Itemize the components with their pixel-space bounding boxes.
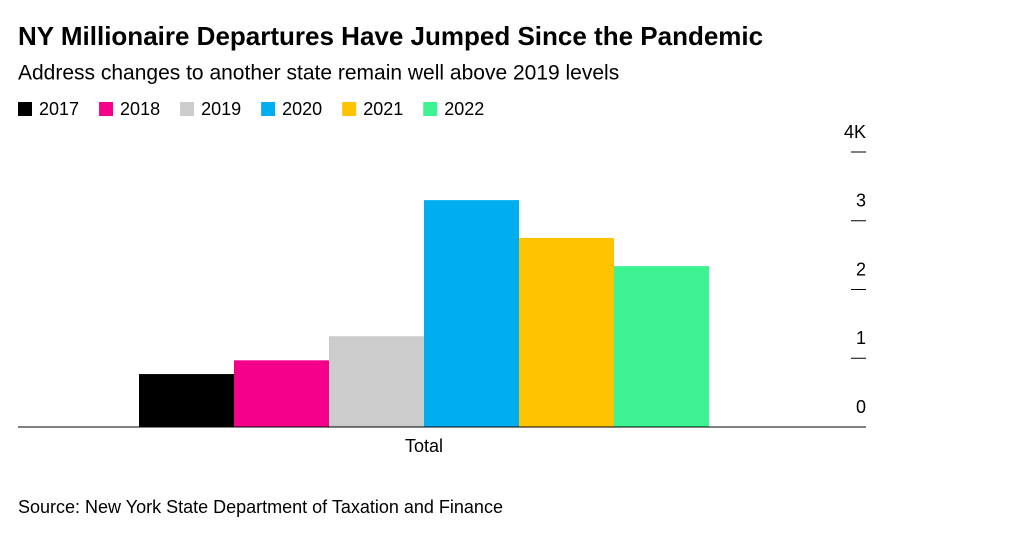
source: Source: New York State Department of Tax… xyxy=(18,497,503,517)
y-tick-label: 1 xyxy=(856,328,866,348)
legend-label: 2022 xyxy=(444,99,484,119)
legend-swatch xyxy=(261,102,276,116)
legend-swatch xyxy=(18,102,32,116)
legend-swatch xyxy=(99,102,114,116)
x-tick-label: Total xyxy=(405,436,443,456)
legend-swatch xyxy=(423,102,438,116)
chart-title: NY Millionaire Departures Have Jumped Si… xyxy=(18,21,763,51)
chart-subtitle: Address changes to another state remain … xyxy=(18,62,619,85)
legend-swatch xyxy=(180,102,195,116)
legend-label: 2017 xyxy=(39,99,79,119)
legend-swatch xyxy=(342,102,357,116)
legend-label: 2021 xyxy=(363,99,403,119)
bar xyxy=(519,237,614,427)
legend-label: 2018 xyxy=(120,99,160,119)
bar xyxy=(614,266,709,427)
legend-label: 2019 xyxy=(201,99,241,119)
y-tick-label: 2 xyxy=(856,259,866,279)
y-tick-label: 0 xyxy=(856,397,866,417)
bar xyxy=(234,360,329,427)
bar xyxy=(424,200,519,427)
legend-label: 2020 xyxy=(282,99,322,119)
bar xyxy=(329,336,424,427)
y-tick-label: 3 xyxy=(856,191,866,211)
y-tick-label: 4K xyxy=(844,122,866,142)
bar xyxy=(139,374,234,427)
